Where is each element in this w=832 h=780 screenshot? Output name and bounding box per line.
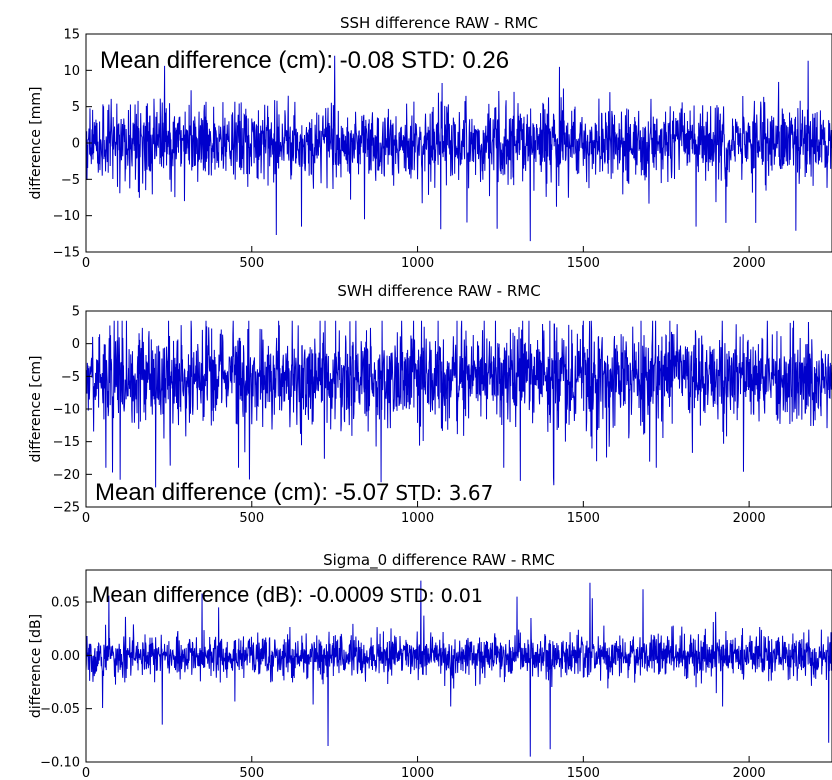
y-tick-label: 0 — [72, 137, 80, 152]
y-tick-label: 0 — [72, 337, 80, 352]
y-tick-label: −25 — [53, 501, 80, 516]
x-tick-label: 2000 — [733, 511, 766, 526]
ssh-mean-annotation: Mean difference (cm): -0.08 STD: 0.26 — [100, 47, 509, 74]
y-tick-label: −15 — [53, 246, 80, 261]
y-tick-label: −5 — [61, 173, 80, 188]
x-tick-label: 1000 — [401, 766, 434, 780]
y-tick-label: −10 — [53, 403, 80, 418]
x-tick-label: 1500 — [567, 511, 600, 526]
y-tick-label: −20 — [53, 468, 80, 483]
sigma0-difference-panel: Sigma_0 difference RAW - RMC 0.05 0.00 −0.0… — [28, 551, 832, 780]
x-tick-label: 1500 — [567, 766, 600, 780]
mean-difference-text: Mean difference (dB): -0.0009 — [92, 582, 384, 607]
y-tick-label: 10 — [63, 64, 80, 79]
ssh-series-line — [86, 55, 832, 242]
x-tick-label: 500 — [239, 256, 264, 271]
x-tick-label: 0 — [82, 256, 90, 271]
swh-mean-annotation: Mean difference (cm): -5.07 STD: 3.67 — [95, 479, 493, 506]
y-tick-label: 15 — [63, 28, 80, 43]
swh-series-line — [86, 320, 832, 488]
y-tick-label: 0.05 — [51, 596, 80, 611]
x-tick-label: 2000 — [733, 256, 766, 271]
sigma0-mean-annotation: Mean difference (dB): -0.0009 STD: 0.01 — [92, 582, 483, 607]
x-tick-label: 1000 — [401, 256, 434, 271]
y-tick-label: 0.00 — [51, 649, 80, 664]
y-tick-label: −0.10 — [40, 756, 80, 771]
ssh-title: SSH difference RAW - RMC — [340, 14, 538, 32]
mean-difference-text: Mean difference (cm): -0.08 STD: 0.26 — [100, 47, 509, 74]
y-tick-label: −10 — [53, 209, 80, 224]
std-text: STD: 0.01 — [390, 585, 483, 607]
sigma0-series-line — [86, 580, 832, 757]
std-text: STD: 3.67 — [395, 481, 493, 505]
y-tick-label: −15 — [53, 435, 80, 450]
x-tick-label: 0 — [82, 766, 90, 780]
sigma0-title: Sigma_0 difference RAW - RMC — [323, 551, 555, 570]
sigma0-plot-frame — [85, 569, 832, 763]
x-tick-label: 500 — [239, 766, 264, 780]
x-tick-label: 1500 — [567, 256, 600, 271]
x-tick-label: 1000 — [401, 511, 434, 526]
y-tick-label: −5 — [61, 370, 80, 385]
swh-title: SWH difference RAW - RMC — [337, 282, 540, 300]
swh-y-axis-label: difference [cm] — [28, 356, 44, 463]
y-tick-label: 5 — [72, 100, 80, 115]
sigma0-y-axis-label: difference [dB] — [28, 614, 44, 718]
y-tick-label: 5 — [72, 305, 80, 320]
x-tick-label: 0 — [82, 511, 90, 526]
x-tick-label: 2000 — [733, 766, 766, 780]
ssh-y-axis-label: difference [mm] — [28, 87, 44, 200]
x-tick-label: 500 — [239, 511, 264, 526]
swh-difference-panel: SWH difference RAW - RMC 5 0 −5 −10 −15 −20 −25… — [28, 282, 832, 526]
mean-difference-text: Mean difference (cm): -5.07 — [95, 479, 389, 506]
y-tick-label: −0.05 — [40, 702, 80, 717]
